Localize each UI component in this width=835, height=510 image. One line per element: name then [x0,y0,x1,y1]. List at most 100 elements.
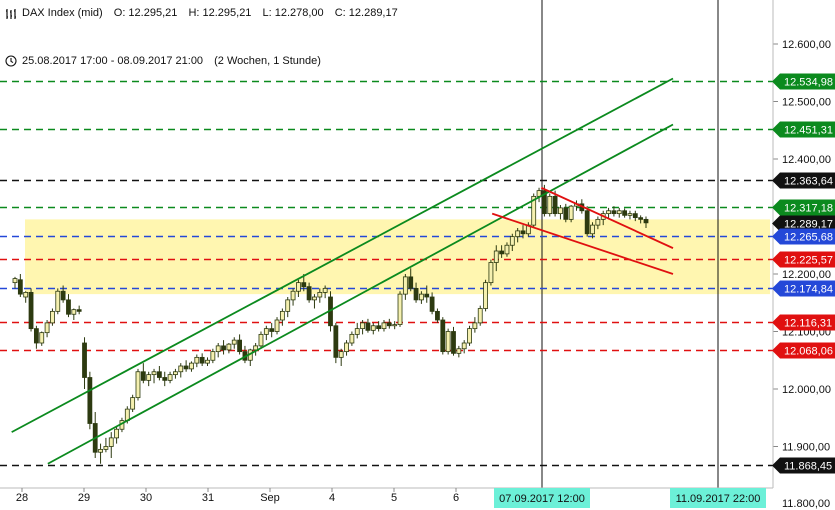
candle-body [28,291,34,330]
x-axis: 28 29 30 31 Sep 4 5 6 [0,487,773,504]
x-tick-label: 29 [78,492,90,504]
candle-body [114,428,120,439]
candle-body [397,293,403,326]
y-tick-label: 12.500,00 [782,97,831,109]
candle-body [76,309,82,312]
level-tag [772,251,835,268]
candle-body [531,195,537,226]
candle-body [263,328,269,335]
candle-body [381,322,387,330]
candle-body [199,356,205,364]
level-tag-label: 12.363,64 [784,176,833,188]
level-tags: 12.534,98 12.451,31 12.363,64 12.317,18 12.2… [772,73,835,474]
candle-body [445,331,451,353]
candle-body [499,250,505,255]
candle-body [541,190,547,215]
candle-body [504,244,510,255]
candle-body [108,437,114,447]
candle-body [183,365,189,370]
candle-body [167,374,173,381]
candle-body [17,279,23,295]
x-tick-label: 30 [140,492,152,504]
interval-text: (2 Wochen, 1 Stunde) [214,55,321,67]
level-tag [772,199,835,216]
close-value: C: 12.289,17 [334,7,398,19]
candle-body [365,322,371,331]
level-tag-label: 12.068,06 [784,346,833,358]
downtrend-channel-line [540,186,674,249]
candle-body [477,308,483,324]
candle-body [424,293,430,298]
level-tag-label: 12.265,68 [784,232,833,244]
candle-body [360,322,365,330]
candle-body [103,446,109,450]
bar-chart-icon [6,9,16,19]
candle-body [376,325,382,330]
candle-body [146,374,152,381]
level-tag-label: 12.317,18 [784,203,833,215]
candle-body [231,339,237,345]
candle-body [552,195,558,215]
candle-body [130,397,136,410]
instrument-name: DAX Index (mid) [22,7,103,19]
candle-body [419,293,424,301]
level-tag [772,280,835,297]
candle-body [606,210,611,215]
level-tag-label: 12.534,98 [784,77,833,89]
y-tick-label: 12.400,00 [782,154,831,166]
candle-body [584,210,590,235]
candle-body [151,371,157,376]
level-tag-label: 11.868,45 [784,461,832,473]
candle-body [55,290,61,312]
x-tick-label: 4 [329,492,335,504]
y-tick-label: 12.200,00 [782,269,831,281]
candle-body [520,230,526,235]
candle-body [60,290,66,301]
candle-body [440,319,446,353]
x-marker-label: 07.09.2017 12:00 [499,493,585,505]
candle-body [23,291,29,298]
horizontal-levels [0,80,773,467]
candle-body [632,213,638,219]
level-tag-label: 12.116,31 [784,318,832,330]
candle-body [226,343,232,351]
candle-body [296,282,301,292]
y-tick-label: 12.600,00 [782,39,831,51]
level-tag [772,121,835,138]
candle-body [173,371,178,376]
candle-body [483,282,488,309]
candle-body [189,362,194,370]
candle-body [493,250,499,263]
candle-body [156,371,162,378]
candle-body [194,356,200,364]
candle-body [547,195,553,215]
candle-body [82,342,87,378]
level-tag [772,172,835,189]
candle-body [221,345,226,351]
y-tick-label: 11.800,00 [782,498,830,510]
level-tag-label: 12.451,31 [784,125,833,137]
x-marker-label: 11.09.2017 22:00 [676,493,761,505]
level-tag-label: 12.289,17 [784,219,833,231]
level-tag [772,342,835,359]
candle-body [237,339,242,353]
candles [12,184,649,464]
candle-body [338,351,344,358]
candle-body [638,217,644,220]
candle-body [44,322,50,334]
x-marker-tag [670,488,766,508]
candle-body [467,328,472,344]
candle-body [39,332,45,344]
x-markers: 07.09.2017 12:00 11.09.2017 22:00 [494,488,766,508]
yellow-zone [25,219,770,295]
candle-body [386,322,392,327]
candle-body [258,333,264,347]
level-tag [772,314,835,331]
candle-body [413,287,419,301]
candle-body [306,286,312,301]
candle-body [429,296,435,312]
candle-body [12,278,18,284]
y-tick-label: 12.000,00 [782,384,831,396]
candle-body [590,224,595,235]
